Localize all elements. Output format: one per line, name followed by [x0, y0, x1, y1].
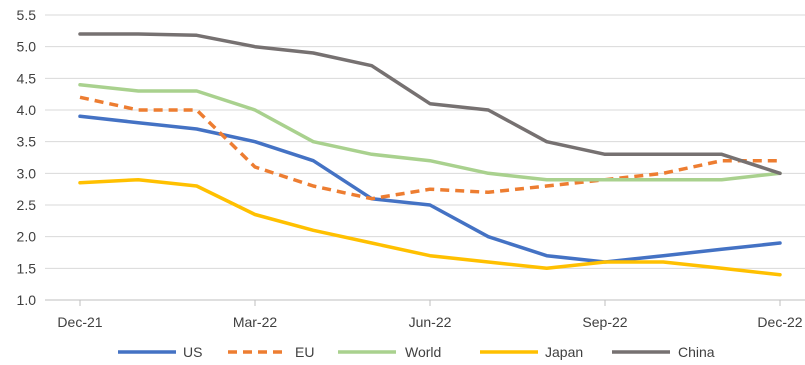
series-line-eu — [79, 95, 780, 201]
x-tick-label: Sep-22 — [582, 314, 627, 330]
gridlines — [45, 14, 805, 269]
y-tick-label: 5.5 — [17, 7, 37, 23]
y-tick-label: 4.0 — [17, 102, 37, 118]
series-line-japan — [78, 177, 782, 277]
legend-label-us: US — [183, 344, 202, 360]
x-tick-label: Dec-21 — [57, 314, 102, 330]
y-tick-label: 2.0 — [17, 229, 37, 245]
y-tick-label: 2.5 — [17, 197, 37, 213]
series-lines — [78, 32, 782, 277]
legend-label-china: China — [678, 344, 715, 360]
x-tick-label: Dec-22 — [757, 314, 802, 330]
x-tick-label: Jun-22 — [409, 314, 452, 330]
y-axis-ticks: 5.5 5.0 4.5 4.0 3.5 3.0 2.5 2.0 1.5 1.0 — [17, 7, 37, 308]
y-tick-label: 1.0 — [17, 292, 37, 308]
series-line-china — [78, 32, 782, 176]
series-line-world — [78, 82, 782, 182]
legend: US EU World Japan China — [118, 344, 715, 360]
y-tick-label: 1.5 — [17, 260, 37, 276]
legend-label-japan: Japan — [545, 344, 583, 360]
y-tick-label: 5.0 — [17, 39, 37, 55]
y-tick-label: 4.5 — [17, 70, 37, 86]
legend-label-world: World — [405, 344, 441, 360]
legend-label-eu: EU — [295, 344, 314, 360]
y-tick-label: 3.0 — [17, 165, 37, 181]
series-line-us — [78, 114, 782, 264]
y-tick-label: 3.5 — [17, 134, 37, 150]
x-tick-label: Mar-22 — [233, 314, 278, 330]
x-axis-ticks: Dec-21 Mar-22 Jun-22 Sep-22 Dec-22 — [57, 300, 803, 330]
